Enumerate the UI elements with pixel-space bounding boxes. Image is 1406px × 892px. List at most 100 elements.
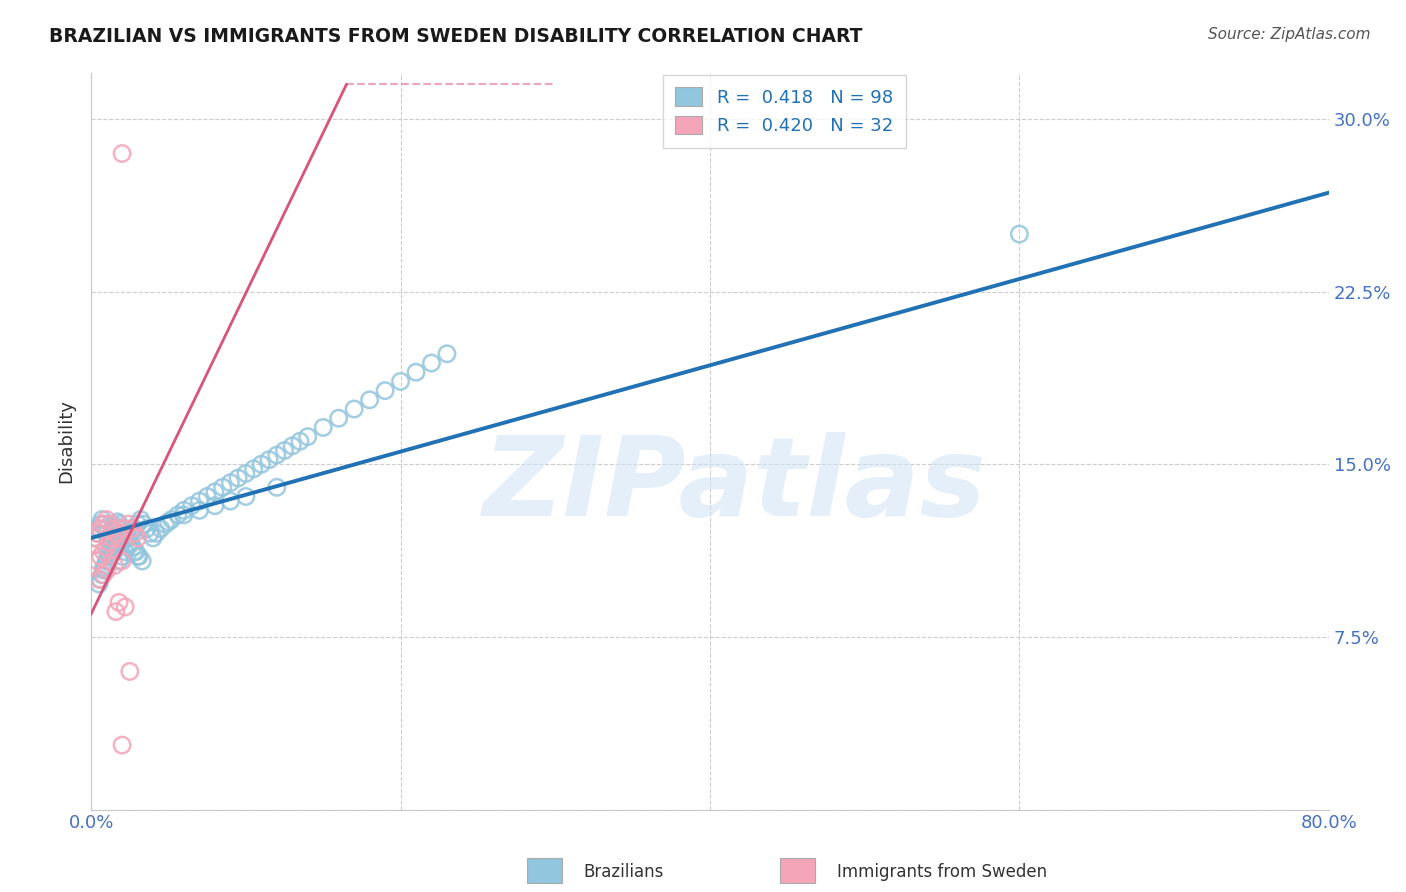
Point xyxy=(83,538,105,552)
Point xyxy=(97,549,120,564)
Point xyxy=(219,475,242,490)
Point xyxy=(91,567,114,582)
Point xyxy=(117,531,139,545)
Point xyxy=(125,545,148,559)
Point xyxy=(107,535,129,549)
Point xyxy=(96,554,118,568)
Point xyxy=(139,526,162,541)
Point xyxy=(273,443,295,458)
Point xyxy=(89,549,111,564)
Point xyxy=(297,430,319,444)
Point xyxy=(110,522,132,536)
Point xyxy=(98,535,121,549)
Point xyxy=(420,356,443,370)
Point xyxy=(107,515,129,529)
Point xyxy=(108,554,131,568)
Point xyxy=(96,563,118,577)
Point xyxy=(188,503,211,517)
Point xyxy=(124,526,146,541)
Point xyxy=(219,494,242,508)
Point xyxy=(94,558,117,573)
Point xyxy=(98,549,121,564)
Point xyxy=(235,490,257,504)
Point xyxy=(117,517,139,532)
Point xyxy=(96,540,118,554)
Point xyxy=(89,522,111,536)
Point xyxy=(101,528,124,542)
Point xyxy=(128,549,150,564)
Point xyxy=(112,526,135,541)
Point xyxy=(173,503,195,517)
Point xyxy=(114,528,136,542)
Point xyxy=(114,522,136,536)
Point xyxy=(188,494,211,508)
Point xyxy=(87,522,110,536)
Point xyxy=(127,549,149,564)
Point xyxy=(103,545,125,559)
Point xyxy=(250,457,273,471)
Point xyxy=(101,531,124,545)
Point xyxy=(100,533,122,548)
Point xyxy=(86,526,108,541)
Point xyxy=(120,522,142,536)
Point xyxy=(115,531,138,545)
Point xyxy=(84,531,107,545)
Point xyxy=(180,499,202,513)
Point xyxy=(149,522,172,536)
Text: ZIPatlas: ZIPatlas xyxy=(482,432,987,539)
Point xyxy=(108,517,131,532)
Point xyxy=(93,567,115,582)
Point xyxy=(120,526,142,541)
Point xyxy=(211,480,233,494)
Point xyxy=(93,561,115,575)
Point xyxy=(343,402,366,417)
Point xyxy=(195,490,218,504)
Point xyxy=(111,526,134,541)
Point xyxy=(129,512,152,526)
Point xyxy=(108,595,131,609)
Point xyxy=(127,517,149,532)
Point xyxy=(87,573,110,587)
Point xyxy=(93,545,115,559)
Point xyxy=(235,467,257,481)
Point xyxy=(114,599,136,614)
Point xyxy=(89,573,111,587)
Point xyxy=(97,531,120,545)
Point xyxy=(155,517,177,532)
Y-axis label: Disability: Disability xyxy=(58,400,75,483)
Point xyxy=(266,480,288,494)
Point xyxy=(118,538,141,552)
Point xyxy=(204,499,226,513)
Point xyxy=(135,522,157,536)
Point xyxy=(83,531,105,545)
Point xyxy=(436,347,458,361)
Point xyxy=(87,577,110,591)
Text: Brazilians: Brazilians xyxy=(583,863,664,881)
Point xyxy=(98,517,121,532)
Point xyxy=(266,448,288,462)
Point xyxy=(281,439,304,453)
Point xyxy=(374,384,396,398)
Point xyxy=(204,484,226,499)
Point xyxy=(100,545,122,559)
Text: BRAZILIAN VS IMMIGRANTS FROM SWEDEN DISABILITY CORRELATION CHART: BRAZILIAN VS IMMIGRANTS FROM SWEDEN DISA… xyxy=(49,27,863,45)
Legend: R =  0.418   N = 98, R =  0.420   N = 32: R = 0.418 N = 98, R = 0.420 N = 32 xyxy=(662,75,905,148)
Point xyxy=(328,411,350,425)
Point xyxy=(132,517,155,532)
Point xyxy=(166,508,188,522)
Point xyxy=(111,554,134,568)
Point xyxy=(110,531,132,545)
Point xyxy=(96,554,118,568)
Point xyxy=(142,531,165,545)
Point xyxy=(1008,227,1031,241)
Point xyxy=(111,549,134,564)
Point xyxy=(118,535,141,549)
Point xyxy=(242,462,264,476)
Point xyxy=(160,512,183,526)
Point xyxy=(173,508,195,522)
Point xyxy=(127,531,149,545)
Point xyxy=(257,452,280,467)
Point xyxy=(111,526,134,541)
Point xyxy=(103,524,125,538)
Point xyxy=(108,531,131,545)
